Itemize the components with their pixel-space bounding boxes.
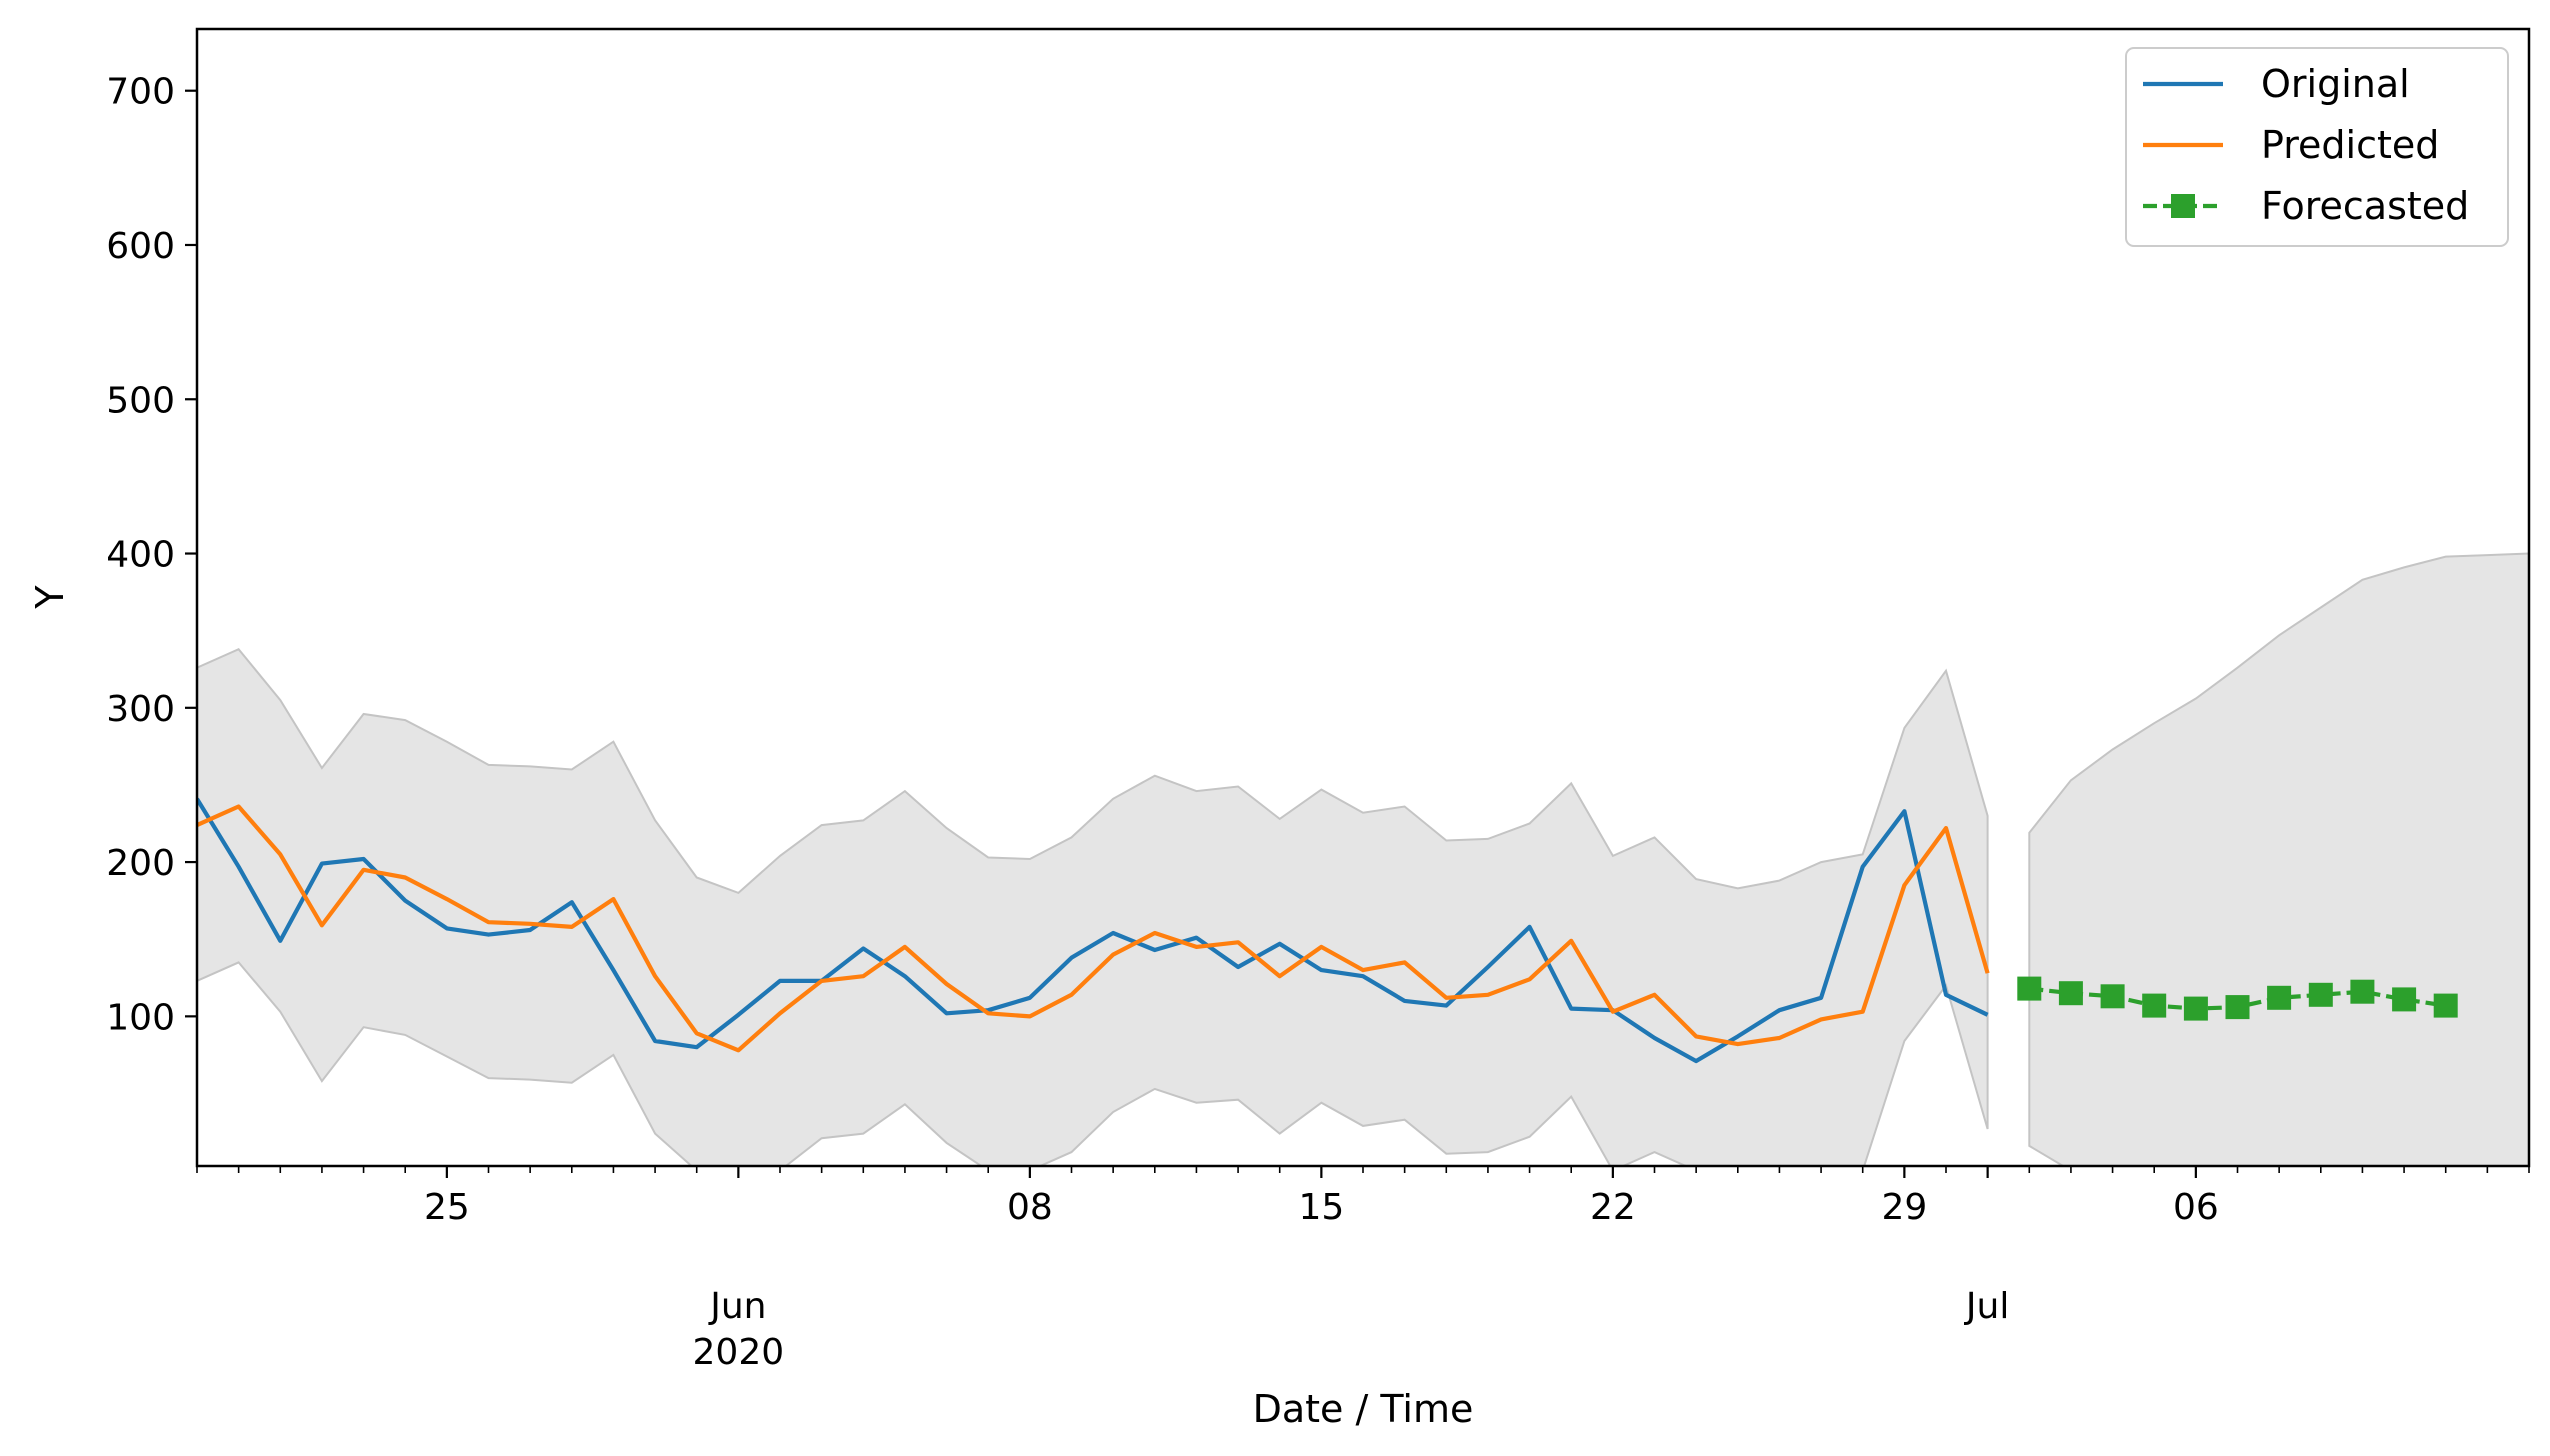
marker-layer [2017,976,2458,1021]
x-axis-title: Date / Time [1253,1387,1474,1431]
x-tick-label: 08 [1007,1187,1053,1228]
y-tick-label: 300 [106,689,175,730]
x-tick-label: Jul [1964,1286,2009,1327]
series-line-predicted [197,804,1990,1053]
x-tick-label: 06 [2173,1187,2219,1228]
y-tick-label: 700 [106,72,175,113]
x-tick-label: 29 [1881,1187,1927,1228]
x-tick-label: Jun 2020 [693,1286,785,1373]
legend-label: Forecasted [2261,184,2469,228]
series-line-original [197,797,1989,1064]
x-tick-label: 22 [1590,1187,1636,1228]
y-tick-label: 500 [106,380,175,421]
legend: Original Predicted Forecasted [2125,47,2509,247]
forecast-point [2392,987,2417,1012]
forecast-point [2183,996,2208,1021]
forecast-point [2433,993,2458,1018]
legend-label: Original [2261,62,2410,106]
forecast-point [2350,979,2375,1004]
legend-label: Predicted [2261,123,2439,167]
x-axis: 25 Jun 2020 08 15 22 29 Jul 06 [196,1166,2530,1373]
forecast-point [2142,993,2167,1018]
forecast-point [2100,984,2125,1009]
forecast-point [2225,995,2250,1020]
legend-marker [2171,194,2195,218]
x-tick-label: 25 [424,1187,470,1228]
forecast-point [2267,985,2292,1010]
y-tick-label: 600 [106,226,175,267]
y-tick-label: 100 [106,997,175,1038]
confidence-band-segment-1 [197,647,1989,1166]
y-axis-title: Y [28,585,72,610]
forecast-point [2058,981,2083,1006]
x-tick-label: 15 [1298,1187,1344,1228]
legend-box [2125,47,2509,247]
y-tick-label: 200 [106,843,175,884]
forecast-point [2308,982,2333,1007]
y-tick-label: 400 [106,535,175,576]
forecast-point [2017,976,2042,1001]
y-axis: 100 200 300 400 500 600 700 [106,72,197,1038]
